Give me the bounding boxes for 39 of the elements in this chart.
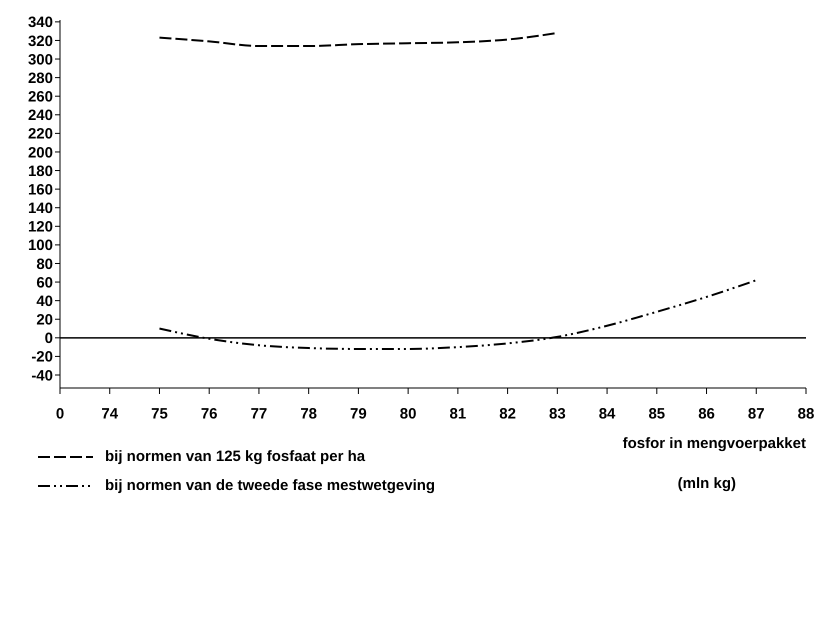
x-tick-label: 76 bbox=[200, 406, 218, 423]
y-tick-label: 100 bbox=[28, 237, 53, 254]
legend-label: bij normen van 125 kg fosfaat per ha bbox=[105, 448, 366, 465]
x-tick-label: 74 bbox=[101, 406, 119, 423]
x-tick-label: 79 bbox=[350, 406, 367, 423]
y-tick-label: 0 bbox=[44, 330, 53, 348]
x-tick-label: 81 bbox=[450, 406, 466, 423]
y-tick-label: 20 bbox=[36, 312, 53, 329]
y-tick-label: 260 bbox=[28, 88, 53, 106]
legend-label: bij normen van de tweede fase mestwetgeving bbox=[105, 477, 436, 494]
y-tick-label: 120 bbox=[28, 218, 53, 236]
y-tick-label: 140 bbox=[28, 200, 53, 218]
y-tick-label: 280 bbox=[28, 70, 53, 87]
y-tick-label: 60 bbox=[36, 274, 53, 292]
x-tick-label: 0 bbox=[56, 406, 64, 423]
y-tick-label: -20 bbox=[31, 348, 53, 366]
y-tick-label: 320 bbox=[28, 32, 53, 50]
y-tick-label: 200 bbox=[28, 144, 53, 162]
x-tick-label: 87 bbox=[748, 406, 765, 423]
y-tick-label: 80 bbox=[36, 256, 53, 273]
x-tick-label: 85 bbox=[648, 406, 666, 423]
text: fosfor in mengvoerpakket (mln kg) bbox=[622, 435, 806, 492]
x-tick-label: 88 bbox=[798, 406, 814, 423]
x-tick-label: 86 bbox=[698, 406, 715, 423]
y-tick-label: 220 bbox=[28, 126, 53, 143]
x-tick-label: 77 bbox=[250, 406, 268, 423]
y-tick-label: -40 bbox=[31, 367, 53, 384]
x-tick-label: 84 bbox=[598, 406, 616, 423]
y-tick-label: 160 bbox=[28, 181, 53, 198]
x-tick-label: 83 bbox=[548, 406, 566, 423]
y-tick-label: 180 bbox=[28, 162, 53, 180]
x-tick-label: 82 bbox=[499, 406, 516, 423]
x-tick-label: 80 bbox=[400, 406, 416, 423]
y-tick-label: 340 bbox=[28, 14, 53, 32]
y-tick-label: 40 bbox=[36, 292, 53, 310]
y-tick-label: 240 bbox=[28, 107, 53, 124]
y-tick-label: 300 bbox=[28, 51, 53, 68]
x-tick-label: 75 bbox=[151, 406, 168, 423]
x-tick-label: 78 bbox=[300, 406, 318, 423]
